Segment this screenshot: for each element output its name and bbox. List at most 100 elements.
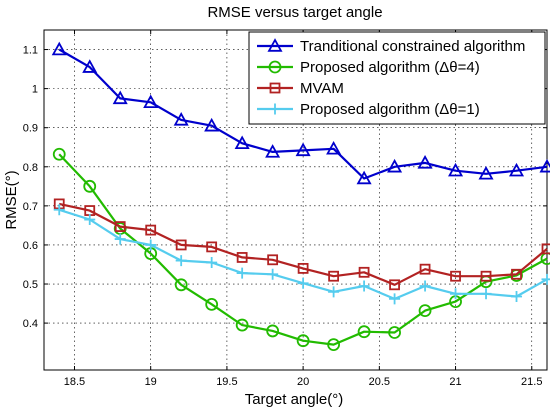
data-point xyxy=(450,288,462,300)
y-tick-label: 0.4 xyxy=(23,318,38,330)
data-point xyxy=(236,252,248,263)
data-point xyxy=(145,239,157,251)
data-point xyxy=(326,140,342,155)
data-point xyxy=(357,325,371,339)
y-tick-label: 1.1 xyxy=(23,45,38,57)
y-tick-label: 0.7 xyxy=(23,201,38,213)
series-line xyxy=(58,202,548,286)
data-point xyxy=(52,147,66,161)
data-point xyxy=(51,41,67,56)
data-point xyxy=(206,257,218,269)
legend-marker xyxy=(269,82,281,94)
series-4 xyxy=(53,204,550,305)
data-point xyxy=(448,162,464,177)
legend-box xyxy=(248,31,546,125)
data-point xyxy=(417,155,433,169)
x-tick-label: 20 xyxy=(297,376,309,388)
data-point xyxy=(358,266,370,278)
data-point xyxy=(295,142,311,157)
data-point xyxy=(297,262,309,274)
data-point xyxy=(204,117,220,132)
data-point xyxy=(267,254,279,266)
x-tick-label: 19 xyxy=(145,376,157,388)
data-point xyxy=(236,267,248,279)
data-point xyxy=(265,144,281,158)
x-tick-label: 21 xyxy=(449,376,461,388)
data-point xyxy=(539,158,550,173)
data-point xyxy=(419,280,431,292)
y-tick-label: 0.8 xyxy=(23,162,38,174)
data-point xyxy=(235,318,249,332)
y-tick-label: 1 xyxy=(32,84,38,96)
data-point xyxy=(328,286,340,298)
data-point xyxy=(327,338,341,351)
series-1 xyxy=(51,41,550,185)
legend-entry: MVAM xyxy=(257,80,344,97)
data-point xyxy=(143,94,159,108)
data-point xyxy=(174,278,188,292)
data-point xyxy=(419,263,431,275)
data-point xyxy=(541,243,550,255)
data-point xyxy=(234,135,250,150)
data-point xyxy=(267,268,279,280)
data-point xyxy=(82,59,98,73)
data-point xyxy=(389,293,401,305)
series-lines xyxy=(51,41,550,351)
plot-frame xyxy=(43,29,548,371)
data-point xyxy=(478,165,494,180)
legend: Tranditional constrained algorithm Propos… xyxy=(248,31,546,125)
data-point xyxy=(418,304,432,317)
data-point xyxy=(450,270,461,282)
data-point xyxy=(296,334,310,348)
legend-marker xyxy=(268,60,282,74)
legend-marker xyxy=(269,103,281,115)
data-point xyxy=(387,158,403,173)
data-point xyxy=(175,239,187,251)
legend-label: Proposed algorithm (Δθ=1) xyxy=(300,101,480,118)
data-point xyxy=(356,170,372,185)
series-line xyxy=(58,48,548,180)
x-tick-label: 18.5 xyxy=(64,376,85,388)
data-point xyxy=(175,255,187,267)
series-3 xyxy=(53,198,550,291)
y-tick-label: 0.6 xyxy=(23,240,38,252)
data-point xyxy=(511,268,522,280)
legend-label: Tranditional constrained algorithm xyxy=(300,38,525,55)
x-tick-label: 19.5 xyxy=(216,376,237,388)
data-point xyxy=(145,224,157,236)
chart-title: RMSE versus target angle xyxy=(207,4,382,21)
x-tick-label: 20.5 xyxy=(369,376,390,388)
data-point xyxy=(358,280,370,292)
legend-entry: Proposed algorithm (Δθ=1) xyxy=(257,101,480,118)
data-point xyxy=(112,90,128,105)
data-point xyxy=(388,326,401,339)
data-point xyxy=(206,241,218,253)
x-tick-label: 21.5 xyxy=(521,376,542,388)
x-axis-label: Target angle(°) xyxy=(245,391,344,408)
data-point xyxy=(53,204,65,216)
legend-label: Proposed algorithm (Δθ=4) xyxy=(300,59,480,76)
data-point xyxy=(480,270,492,282)
data-point xyxy=(205,297,219,311)
data-point xyxy=(83,179,97,193)
data-point xyxy=(266,324,280,338)
data-point xyxy=(480,288,492,300)
y-tick-label: 0.9 xyxy=(23,123,38,135)
data-point xyxy=(114,233,126,245)
legend-marker xyxy=(267,38,283,52)
series-line xyxy=(58,153,548,346)
data-point xyxy=(114,221,126,232)
data-point xyxy=(84,214,96,226)
data-point xyxy=(328,270,340,282)
data-point xyxy=(297,277,309,289)
data-point xyxy=(508,162,525,177)
legend-entry: Tranditional constrained algorithm xyxy=(257,38,525,55)
data-point xyxy=(511,291,523,303)
legend-entry: Proposed algorithm (Δθ=4) xyxy=(257,59,480,76)
data-point xyxy=(541,273,550,285)
data-point xyxy=(389,279,400,291)
axis-ticks: 18.5 19 19.5 20 20.5 21 21.5 0.4 0.5 0.6 0.7 0.8 0.9… xyxy=(23,30,547,388)
legend-label: MVAM xyxy=(300,80,344,97)
y-axis-label: RMSE(°) xyxy=(3,170,20,229)
